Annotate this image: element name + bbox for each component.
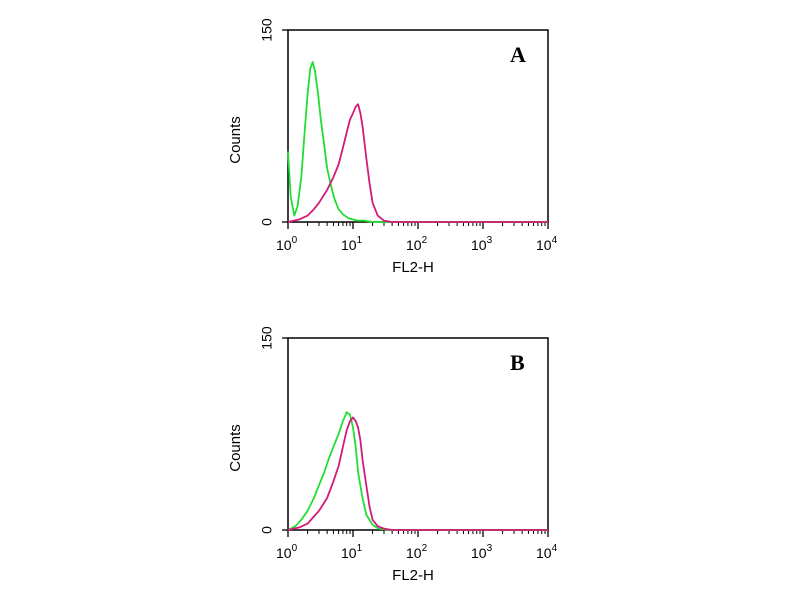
y-tick-label: 0 (259, 526, 275, 534)
y-tick-label: 0 (259, 218, 275, 226)
x-tick-label: 103 (471, 543, 493, 561)
histogram-green-line (287, 61, 548, 223)
y-tick-label: 150 (259, 326, 275, 350)
chart-panel-b: 100 101 102 103 104 0 150 FL2-H Counts B (227, 326, 558, 584)
x-tick-label: 101 (341, 543, 363, 561)
chart-panel-a: 100 101 102 103 104 0 150 FL2-H Counts A (227, 18, 558, 276)
x-tick-label: 101 (341, 235, 363, 253)
x-tick-label: 102 (406, 235, 428, 253)
plot-frame (287, 29, 549, 223)
x-tick-label: 104 (536, 235, 558, 253)
x-axis-label: FL2-H (392, 567, 434, 584)
x-tick-label: 103 (471, 235, 493, 253)
x-axis-label: FL2-H (392, 259, 434, 276)
x-tick-label: 104 (536, 543, 558, 561)
panel-letter: B (510, 350, 525, 375)
y-axis-label: Counts (227, 424, 244, 472)
x-tick-label: 102 (406, 543, 428, 561)
y-axis-label: Counts (227, 116, 244, 164)
plot-frame (287, 337, 549, 531)
histogram-magenta-line (287, 103, 548, 223)
x-tick-label: 100 (276, 543, 298, 561)
y-tick-label: 150 (259, 18, 275, 42)
panel-letter: A (510, 42, 526, 67)
x-tick-label: 100 (276, 235, 298, 253)
histogram-green-line (287, 411, 548, 531)
histogram-magenta-line (287, 416, 548, 531)
